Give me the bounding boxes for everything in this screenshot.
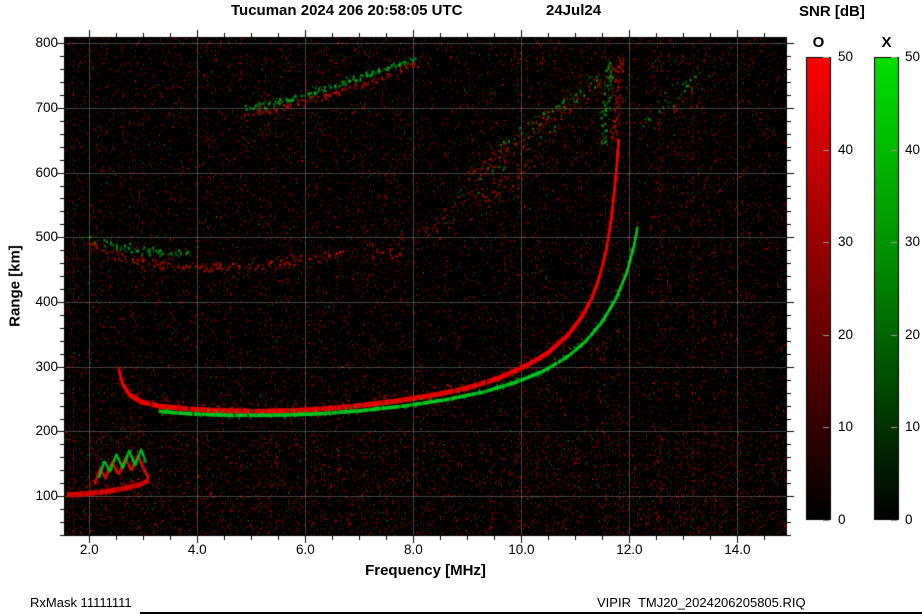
o-colorbar-tick-label: 30 [838,234,854,250]
o-colorbar-tick-label: 10 [838,419,854,435]
x-tick-label: 8.0 [403,542,423,557]
x-colorbar-tick-label: 40 [905,141,921,157]
y-tick-label: 300 [35,358,58,374]
y-tick-label: 200 [35,423,58,439]
window-border-line [140,612,922,614]
x-tick-label: 4.0 [187,542,207,557]
y-tick-labels: 100 200 300 400 500 600 700 800 [0,0,62,614]
x-tick-labels: 2.0 4.0 6.0 8.0 10.0 12.0 14.0 [0,540,922,558]
x-colorbar-tick-label: 20 [905,326,921,342]
y-tick-label: 400 [35,294,58,310]
o-colorbar-tick-label: 0 [838,512,846,527]
filename-text: VIPIR TMJ20_2024206205805.RIQ [597,595,806,610]
o-colorbar-tick-label: 20 [838,326,854,342]
x-tick-label: 2.0 [79,542,99,557]
x-colorbar-tick-label: 30 [905,234,921,250]
o-colorbar-tick-labels: 0 10 20 30 40 50 [838,0,868,614]
colorbar-x-label: X [881,34,892,51]
colorbar-title: SNR [dB] [799,3,865,20]
plot-title: Tucuman 2024 206 20:58:05 UTC [231,2,463,19]
x-tick-label: 12.0 [616,542,643,557]
o-colorbar-tick-label: 40 [838,141,854,157]
x-tick-label: 14.0 [724,542,751,557]
y-tick-label: 600 [35,164,58,180]
x-tick-label: 6.0 [295,542,315,557]
x-tick-label: 10.0 [508,542,535,557]
y-tick-label: 800 [35,35,58,51]
x-colorbar-tick-label: 10 [905,419,921,435]
o-colorbar-tick-label: 50 [838,49,854,64]
x-colorbar-tick-labels: 0 10 20 30 40 50 [905,0,922,614]
x-colorbar-tick-label: 0 [905,512,913,527]
y-tick-label: 700 [35,99,58,115]
rxmask-text: RxMask 11111111 [30,595,132,610]
plot-date: 24Jul24 [546,2,602,19]
y-tick-label: 500 [35,229,58,245]
x-axis-label: Frequency [MHz] [365,562,486,579]
colorbar-o-label: O [812,34,825,51]
y-tick-label: 100 [35,488,58,504]
x-colorbar-tick-label: 50 [905,49,921,64]
